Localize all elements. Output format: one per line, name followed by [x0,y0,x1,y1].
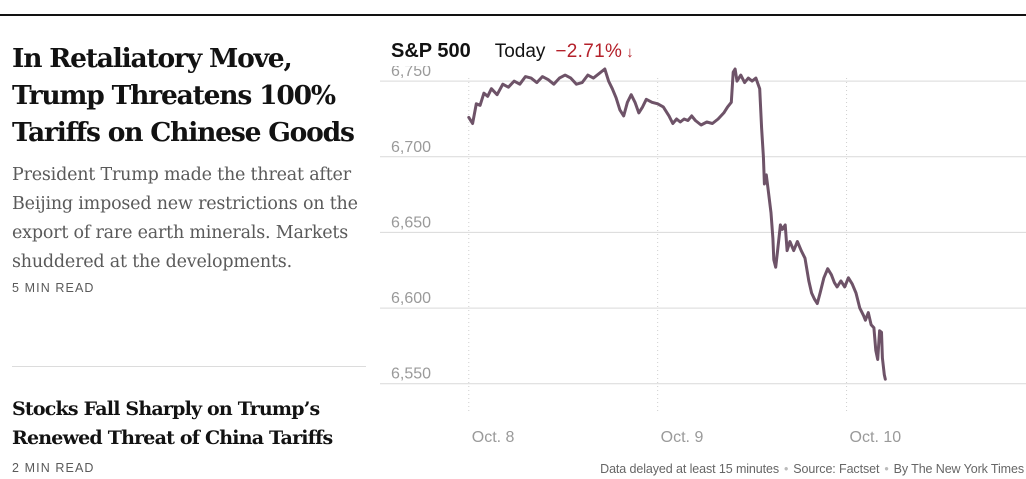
x-tick-label: Oct. 9 [661,429,704,446]
lead-headline[interactable]: In Retaliatory Move, Trump Threatens 100… [12,43,355,148]
delay-note: Data delayed at least 15 minutes [600,462,780,476]
chart-gridlines [380,78,1026,414]
sp500-line-chart[interactable]: 6,750 6,700 6,650 6,600 6,550 Oct. 8 Oct. 9 Oct… [380,66,1026,450]
y-tick-label: 6,550 [391,366,431,383]
chart-header: S&P 500 Today −2.71% ↓ [391,40,634,66]
index-name: S&P 500 [391,40,471,62]
related-story[interactable]: Stocks Fall Sharply on Trump’s Renewed T… [12,395,366,475]
top-rule [0,14,1026,16]
period-label: Today [494,41,546,62]
chart-axis-labels: 6,750 6,700 6,650 6,600 6,550 Oct. 8 Oct. 9 Oct… [391,66,901,446]
down-arrow-icon: ↓ [626,44,634,61]
related-headline[interactable]: Stocks Fall Sharply on Trump’s Renewed T… [12,398,333,449]
y-tick-label: 6,600 [391,290,431,307]
related-read-time: 2 MIN READ [12,461,95,475]
separator-dot-icon: • [784,462,789,476]
y-tick-label: 6,700 [391,139,431,156]
y-tick-label: 6,650 [391,214,431,231]
credit-note: By The New York Times [893,462,1024,476]
lead-read-time: 5 MIN READ [12,281,95,295]
y-tick-label: 6,750 [391,66,431,80]
source-note: Source: Factset [793,462,880,476]
percent-change: −2.71% [555,41,623,62]
price-line[interactable] [467,67,887,381]
story-divider [12,366,366,367]
separator-dot-icon: • [884,462,889,476]
chart-series [467,67,887,381]
x-tick-label: Oct. 10 [850,429,902,446]
lead-summary[interactable]: President Trump made the threat after Be… [12,165,358,272]
lead-story[interactable]: In Retaliatory Move, Trump Threatens 100… [12,40,366,295]
x-tick-label: Oct. 8 [472,429,515,446]
chart-footer: Data delayed at least 15 minutes • Source:… [600,462,1024,476]
